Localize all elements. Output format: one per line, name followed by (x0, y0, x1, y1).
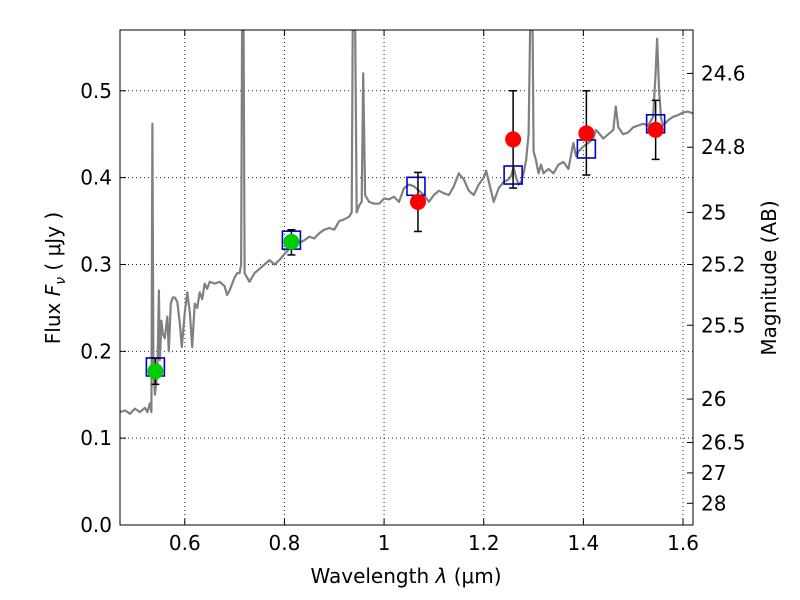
red-photometry-point (647, 121, 664, 138)
y2-tick-label: 27 (701, 461, 726, 485)
x-axis-label: Wavelength λ (μm) (310, 564, 501, 588)
y2-tick-label: 25.5 (701, 313, 746, 337)
y2-tick-label: 24.6 (701, 61, 746, 85)
y2-axis-label: Magnitude (AB) (757, 200, 781, 355)
green-photometry-point (147, 363, 164, 380)
y-axis-label: Flux Fν ( μJy ) (41, 212, 69, 344)
y-tick-label: 0.4 (80, 166, 112, 190)
x-tick-label: 1 (378, 531, 391, 555)
plot-frame (119, 29, 694, 526)
red-photometry-point (409, 193, 426, 210)
y-tick-label: 0.1 (80, 426, 112, 450)
axes: 0.6 0.8 1 1.2 1.4 1.6 0.0 0.1 0.2 0.3 0.4 0.5 24.6 24… (80, 30, 746, 555)
y-tick-label: 0.5 (80, 79, 112, 103)
y2-tick-label: 25.2 (701, 252, 746, 276)
spectrum-line (120, 30, 693, 415)
x-tick-label: 1.4 (567, 531, 599, 555)
y2-tick-label: 26.5 (701, 431, 746, 455)
y-tick-label: 0.0 (80, 513, 112, 537)
y-tick-label: 0.3 (80, 252, 112, 276)
x-tick-label: 1.2 (468, 531, 500, 555)
plot-area (120, 30, 693, 415)
y2-tick-label: 26 (701, 387, 726, 411)
y-tick-label: 0.2 (80, 339, 112, 363)
red-photometry-point (578, 125, 595, 142)
x-tick-label: 1.6 (667, 531, 699, 555)
x-tick-label: 0.8 (269, 531, 301, 555)
y2-tick-label: 24.8 (701, 135, 746, 159)
red-photometry-point (505, 131, 522, 148)
y2-tick-label: 25 (701, 200, 726, 224)
x-tick-label: 0.6 (169, 531, 201, 555)
green-photometry-point (283, 233, 300, 250)
y2-tick-label: 28 (701, 491, 726, 515)
grid (120, 30, 693, 525)
